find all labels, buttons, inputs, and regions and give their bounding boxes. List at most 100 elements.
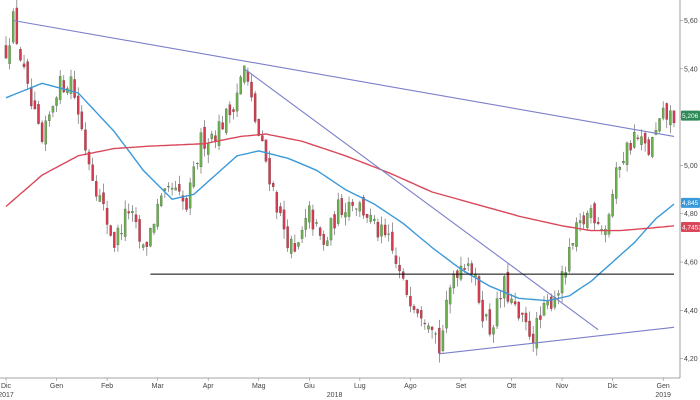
candle <box>488 303 492 337</box>
candle <box>423 319 427 330</box>
candle-body <box>268 158 271 185</box>
candle <box>318 226 322 240</box>
trendline <box>13 19 675 137</box>
candle <box>550 293 553 312</box>
candle-body <box>416 309 419 314</box>
candle <box>492 325 495 343</box>
candle-body <box>517 301 520 319</box>
candle-body <box>430 326 434 330</box>
candle-body <box>102 192 105 205</box>
candle-body <box>120 233 123 235</box>
candle-body <box>575 222 578 247</box>
candle <box>275 190 279 220</box>
candle-body <box>286 226 289 249</box>
candle-body <box>336 199 340 224</box>
x-year-label: 2019 <box>655 392 671 399</box>
candle <box>582 211 585 229</box>
candle <box>293 234 297 253</box>
candle-body <box>12 11 15 43</box>
candle <box>358 200 362 218</box>
candle-body <box>485 314 488 317</box>
candle <box>347 196 351 221</box>
candle <box>409 286 412 313</box>
candle-body <box>225 108 228 133</box>
candle-body <box>69 76 73 94</box>
candle <box>618 166 622 178</box>
candle-body <box>250 81 253 98</box>
candle <box>506 263 510 304</box>
candle <box>264 139 268 164</box>
candle-body <box>669 110 672 126</box>
candle-body <box>568 247 571 272</box>
candle-body <box>557 293 560 296</box>
x-tick-label: Dic <box>1 383 12 390</box>
candle-body <box>564 272 567 278</box>
candle-body <box>387 233 390 235</box>
candle <box>333 211 336 236</box>
candle-body <box>73 79 76 98</box>
candle-body <box>127 211 130 214</box>
candle-body <box>37 104 40 124</box>
candle-body <box>178 184 181 192</box>
candle-body <box>362 197 365 216</box>
candle-body <box>326 240 329 246</box>
candle-body <box>232 109 235 112</box>
badge-label: 5,206 <box>682 113 699 120</box>
candle <box>380 216 383 244</box>
candle <box>206 138 210 164</box>
candle-body <box>513 301 517 305</box>
candle <box>257 118 260 137</box>
candle-body <box>217 121 221 146</box>
candle-body <box>15 7 19 44</box>
candle-body <box>149 228 152 247</box>
candle-body <box>593 203 596 224</box>
candle-body <box>466 263 470 266</box>
candle <box>134 207 138 229</box>
candle <box>596 217 600 226</box>
candle <box>232 107 235 120</box>
candle <box>647 136 650 157</box>
candle-body <box>318 227 322 236</box>
candle-body <box>596 221 600 224</box>
candle-body <box>206 142 210 155</box>
candle <box>481 290 484 328</box>
candle-body <box>311 209 315 230</box>
candle <box>188 177 192 215</box>
badge-bg <box>681 110 700 121</box>
candle-body <box>210 133 214 139</box>
candle-body <box>170 187 174 190</box>
x-tick-label: Apr <box>203 383 215 390</box>
candle <box>412 304 416 314</box>
candle-body <box>30 87 33 107</box>
candle-body <box>329 218 333 241</box>
candle-body <box>470 263 474 275</box>
trendline <box>439 326 675 355</box>
candle <box>420 306 423 327</box>
candle <box>279 202 282 216</box>
candle-body <box>488 309 492 335</box>
badge-label: 4,7453 <box>682 224 700 231</box>
candle-body <box>84 129 87 151</box>
candle <box>55 96 58 113</box>
candle <box>286 219 289 252</box>
candle-body <box>420 310 423 319</box>
candle <box>633 124 636 149</box>
x-tick-label: Dic <box>608 383 619 390</box>
candle-body <box>625 142 629 165</box>
candle-body <box>380 224 383 237</box>
last-value-badge: 4,845 <box>681 197 700 208</box>
candle <box>326 236 329 247</box>
candle-body <box>116 227 120 246</box>
candle <box>15 0 19 46</box>
candle <box>210 130 214 142</box>
candle <box>513 292 517 307</box>
candle-body <box>401 271 405 279</box>
x-tick-label: Ott <box>507 383 516 390</box>
candle-body <box>55 97 58 106</box>
candle <box>196 162 199 170</box>
candle-body <box>51 106 55 113</box>
candle <box>4 36 8 59</box>
candle <box>535 311 539 356</box>
candlesticks <box>4 0 676 363</box>
